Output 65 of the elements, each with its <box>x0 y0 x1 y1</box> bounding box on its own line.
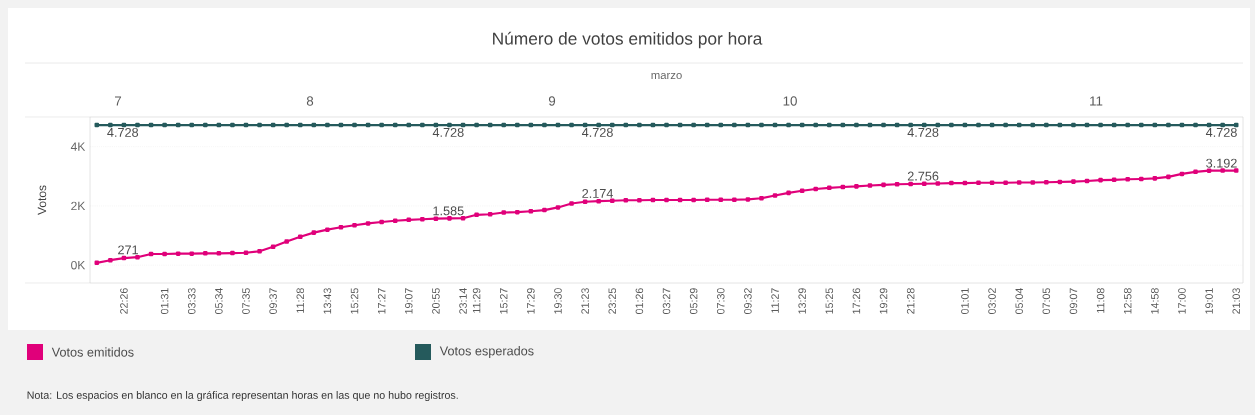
x-tick-label: 07:35 <box>242 288 250 314</box>
x-tick-label: 15:27 <box>499 288 508 314</box>
data-label: 4.728 <box>907 128 939 137</box>
x-tick-label: 13:43 <box>323 288 332 314</box>
x-tick-label: 19:30 <box>554 288 562 314</box>
y-axis-title: Votos <box>37 185 47 215</box>
text: 7 <box>114 96 122 106</box>
data-label: 4.728 <box>1205 128 1237 137</box>
legend-label: Votos emitidos <box>51 347 134 357</box>
data-label: 1.585 <box>433 206 464 216</box>
data-label: 4.728 <box>581 128 613 137</box>
x-tick-label: 15:25 <box>350 288 359 314</box>
x-tick-label: 19:07 <box>405 288 413 314</box>
x-tick-label: 20:55 <box>432 288 440 314</box>
x-tick-label: 03:27 <box>662 288 671 314</box>
x-tick-label: 17:26 <box>852 288 861 314</box>
x-tick-label: 11:29 <box>472 288 481 313</box>
text: Nota: Los espacios en blanco en la gráfica representan horas en las que no hubo registros. <box>27 390 458 402</box>
x-tick-label: 09:32 <box>744 288 752 314</box>
x-tick-label: 12:58 <box>1123 288 1132 314</box>
y-tick-label: 0K <box>71 260 86 270</box>
x-tick-label: 21:23 <box>581 288 589 314</box>
y-tick-label: 2K <box>71 201 86 211</box>
data-label: 2.756 <box>907 171 939 181</box>
x-tick-label: 17:27 <box>377 288 386 314</box>
chart-title: Número de votos emitidos por hora <box>493 31 763 49</box>
x-tick-label: 03:33 <box>187 288 196 314</box>
x-tick-label: 01:26 <box>635 288 644 314</box>
x-tick-label: 23:14 <box>459 288 467 314</box>
x-tick-label: 19:29 <box>879 288 888 314</box>
x-tick-label: 09:37 <box>269 288 277 314</box>
x-tick-label: 11:27 <box>771 288 779 313</box>
x-tick-label: 17:29 <box>527 288 535 314</box>
legend-label: Votos esperados <box>439 346 534 358</box>
x-tick-label: 19:01 <box>1205 288 1213 314</box>
x-tick-label: 15:25 <box>825 288 834 314</box>
y-tick-label: 4K <box>70 142 86 151</box>
x-tick-label: 21:28 <box>906 288 915 314</box>
x-tick-label: 22:26 <box>120 288 128 314</box>
x-tick-label: 07:05 <box>1042 288 1051 314</box>
x-tick-label: 01:31 <box>160 288 169 314</box>
x-tick-label: 05:29 <box>689 288 698 314</box>
x-tick-label: 01:01 <box>961 288 969 314</box>
x-tick-label: 13:29 <box>798 288 806 314</box>
x-tick-label: 21:03 <box>1232 288 1240 314</box>
data-label: 3.192 <box>1206 158 1237 168</box>
x-tick-label: 03:02 <box>988 288 996 314</box>
data-label: 4.728 <box>107 128 139 137</box>
x-tick-label: 14:58 <box>1151 288 1159 314</box>
x-tick-label: 07:30 <box>716 288 725 314</box>
x-tick-label: 05:34 <box>215 288 223 314</box>
x-tick-label: 09:07 <box>1069 288 1078 314</box>
data-label: 271 <box>118 245 138 255</box>
x-tick-label: 17:00 <box>1178 288 1186 314</box>
text: 9 <box>548 96 556 106</box>
data-label: 4.728 <box>432 128 464 137</box>
x-tick-label: 05:04 <box>1015 288 1023 314</box>
text: 8 <box>306 96 314 106</box>
x-tick-label: 23:25 <box>608 288 617 314</box>
x-tick-label: 11:08 <box>1096 288 1105 313</box>
text: 11 <box>1090 96 1103 106</box>
text: 10 <box>783 96 797 106</box>
text: marzo <box>651 72 682 80</box>
data-label: 2.174 <box>582 188 614 198</box>
x-tick-label: 11:28 <box>296 288 305 313</box>
